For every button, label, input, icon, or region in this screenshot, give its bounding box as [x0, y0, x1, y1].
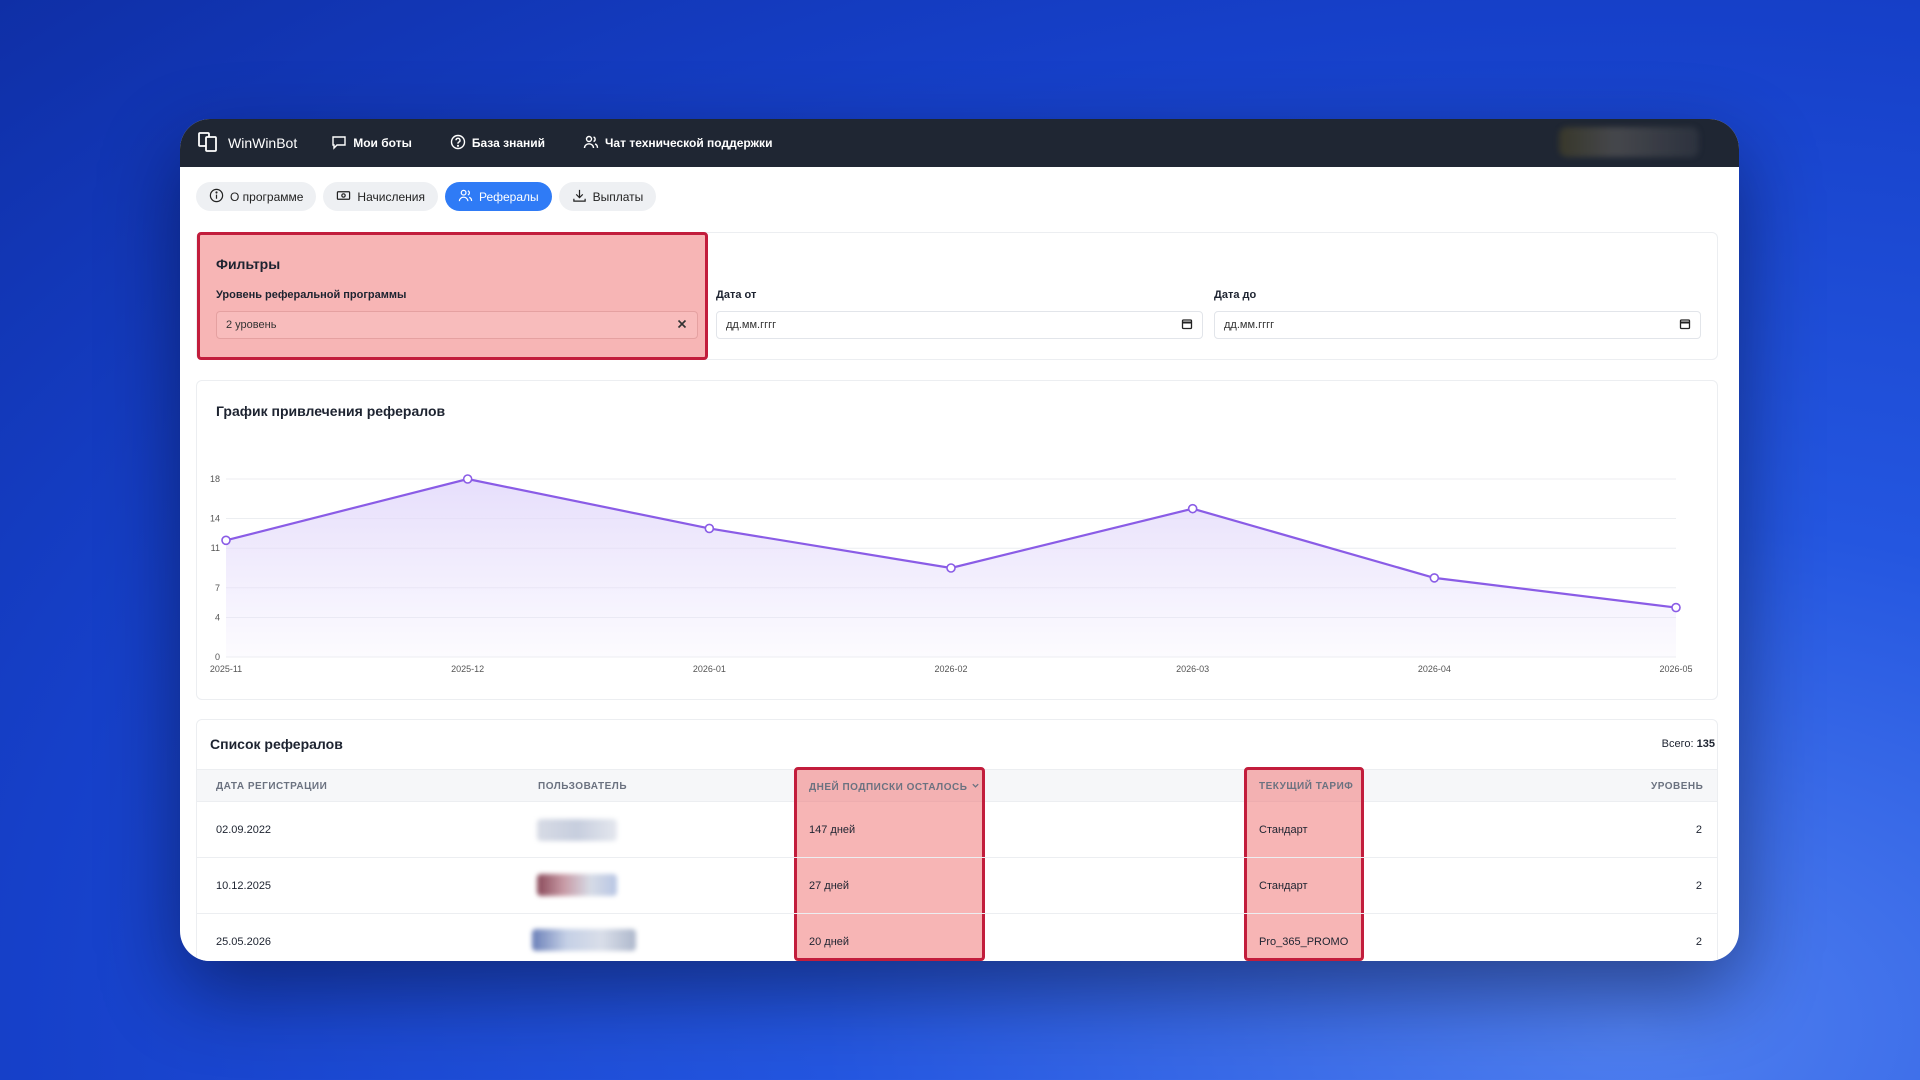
days-left-highlight — [794, 767, 985, 961]
cash-icon — [336, 188, 351, 206]
user-profile-blurred[interactable] — [1559, 127, 1699, 157]
filters-title: Фильтры — [216, 256, 281, 272]
level-select[interactable]: 2 уровень — [216, 311, 698, 339]
row2-days-left: 27 дней — [809, 880, 850, 892]
brand[interactable]: WinWinBot — [198, 131, 297, 156]
users-icon — [458, 188, 473, 206]
total-label: Всего: — [1661, 738, 1694, 750]
x-tick-label: 2026-02 — [934, 664, 967, 674]
total-value: 135 — [1696, 738, 1715, 750]
clear-icon[interactable] — [676, 318, 688, 333]
row1-reg-date: 02.09.2022 — [216, 824, 272, 836]
total-count: Всего: 135 — [1662, 738, 1715, 750]
y-tick-label: 0 — [215, 652, 220, 662]
tab-referrals[interactable]: Рефералы — [444, 182, 552, 211]
nav-knowledge-base[interactable]: База знаний — [450, 134, 545, 153]
nav-support-chat-label: Чат технической поддержки — [605, 136, 773, 150]
x-tick-label: 2026-04 — [1418, 664, 1451, 674]
tab-about-label: О программе — [230, 189, 304, 204]
chevron-down-icon — [971, 781, 980, 793]
calendar-icon[interactable] — [1181, 318, 1193, 333]
help-circle-icon — [450, 134, 466, 153]
level-label: Уровень реферальной программы — [216, 289, 407, 301]
row3-tariff: Pro_365_PROMO — [1259, 936, 1349, 948]
col-level[interactable]: УРОВЕНЬ — [1651, 781, 1704, 792]
col-tariff[interactable]: ТЕКУЩИЙ ТАРИФ — [1259, 781, 1354, 792]
app-window: WinWinBot Мои боты База знаний Чат техни… — [180, 119, 1739, 961]
row2-tariff: Стандарт — [1259, 880, 1308, 892]
nav-knowledge-base-label: База знаний — [471, 136, 545, 150]
data-point — [946, 563, 956, 573]
info-icon — [209, 188, 224, 206]
row2-user-blurred[interactable] — [537, 874, 617, 896]
date-to-input[interactable]: дд.мм.гггг — [1214, 311, 1701, 339]
tariff-highlight — [1244, 767, 1364, 961]
tab-accruals-label: Начисления — [357, 189, 425, 204]
data-point — [704, 523, 715, 534]
row2-level: 2 — [1695, 880, 1702, 892]
nav-my-bots[interactable]: Мои боты — [331, 134, 412, 153]
col-user[interactable]: ПОЛЬЗОВАТЕЛЬ — [538, 781, 628, 792]
x-tick-label: 2025-11 — [210, 664, 242, 674]
row3-level: 2 — [1695, 936, 1702, 948]
data-point — [462, 474, 473, 484]
users-icon — [583, 134, 599, 153]
brand-name: WinWinBot — [228, 135, 298, 151]
nav-my-bots-label: Мои боты — [353, 136, 412, 150]
y-tick-label: 18 — [210, 474, 220, 484]
col-days-left-label: ДНЕЙ ПОДПИСКИ ОСТАЛОСЬ — [809, 781, 968, 793]
tab-about[interactable]: О программе — [196, 182, 317, 211]
row1-days-left: 147 дней — [809, 824, 856, 836]
row1-tariff: Стандарт — [1259, 824, 1308, 836]
logo-icon — [198, 131, 218, 156]
row2-reg-date: 10.12.2025 — [216, 880, 272, 892]
x-tick-label: 2026-01 — [693, 664, 726, 674]
date-to-placeholder: дд.мм.гггг — [1224, 319, 1275, 331]
row-divider — [197, 857, 1717, 858]
data-point — [1671, 602, 1681, 613]
x-tick-label: 2026-05 — [1659, 664, 1692, 674]
data-point — [1187, 503, 1198, 514]
row3-days-left: 20 дней — [809, 936, 850, 948]
col-reg-date[interactable]: ДАТА РЕГИСТРАЦИИ — [216, 781, 328, 792]
tab-referrals-label: Рефералы — [478, 189, 539, 204]
y-tick-label: 14 — [210, 514, 220, 524]
date-from-placeholder: дд.мм.гггг — [726, 319, 777, 331]
filters-highlight — [197, 232, 708, 360]
y-tick-label: 7 — [215, 583, 220, 593]
tab-payouts-label: Выплаты — [592, 189, 644, 204]
date-from-label: Дата от — [716, 289, 757, 301]
y-tick-label: 11 — [211, 543, 220, 553]
row3-user-blurred[interactable] — [532, 929, 636, 951]
calendar-icon[interactable] — [1679, 318, 1691, 333]
chat-bubble-icon — [331, 134, 347, 153]
x-tick-label: 2025-12 — [451, 664, 484, 674]
row3-reg-date: 25.05.2026 — [216, 936, 272, 948]
row-divider — [197, 913, 1717, 914]
x-tick-label: 2026-03 — [1176, 664, 1209, 674]
nav-support-chat[interactable]: Чат технической поддержки — [583, 134, 772, 153]
download-icon — [572, 188, 587, 206]
top-navbar: WinWinBot Мои боты База знаний Чат техни… — [180, 119, 1739, 167]
y-tick-label: 4 — [215, 612, 220, 622]
tab-accruals[interactable]: Начисления — [323, 182, 438, 211]
referrals-chart: 0 4 7 11 14 18 2025-11 2025-12 2026-01 2026-02 202… — [210, 474, 1693, 674]
tab-bar: О программе Начисления Рефералы Выплаты — [196, 182, 657, 211]
tab-payouts[interactable]: Выплаты — [558, 182, 657, 211]
data-point — [1429, 573, 1440, 583]
row1-level: 2 — [1695, 824, 1702, 836]
col-days-left[interactable]: ДНЕЙ ПОДПИСКИ ОСТАЛОСЬ — [809, 781, 980, 793]
level-select-value: 2 уровень — [226, 319, 277, 331]
list-title: Список рефералов — [210, 736, 343, 752]
date-to-label: Дата до — [1214, 289, 1257, 301]
date-from-input[interactable]: дд.мм.гггг — [716, 311, 1203, 339]
data-point — [221, 535, 231, 546]
row1-user-blurred[interactable] — [537, 819, 617, 841]
chart-title: График привлечения рефералов — [216, 403, 446, 419]
